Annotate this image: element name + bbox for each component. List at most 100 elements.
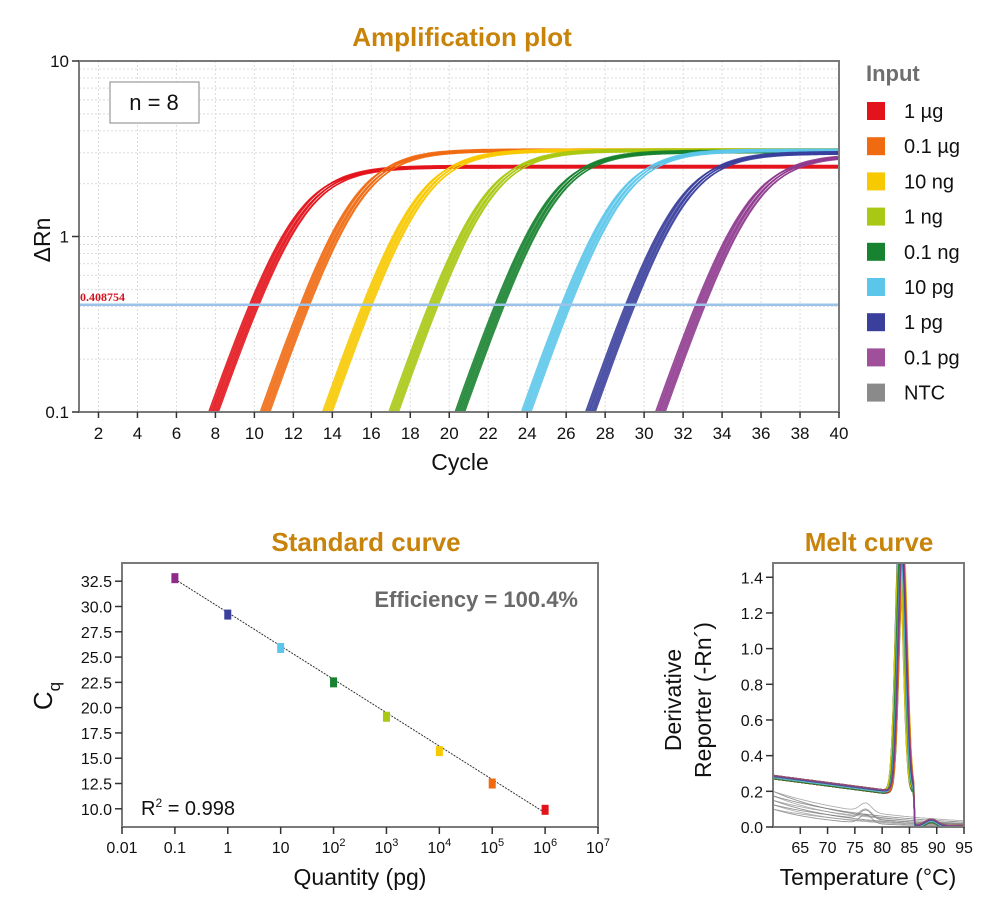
amplification-curve (458, 152, 839, 412)
y-tick-label: 20.0 (81, 701, 112, 718)
amplification-curve (589, 153, 839, 412)
amplification-curve (263, 150, 839, 412)
r-squared-sup: 2 (155, 796, 162, 810)
sample-melt-curve (773, 563, 964, 827)
melt-x-label: Temperature (°C) (780, 864, 957, 890)
amplification-curve (262, 148, 839, 412)
sample-melt-curve (773, 563, 964, 827)
amplification-x-label: Cycle (431, 449, 489, 475)
x-tick-label: 107 (586, 837, 610, 857)
legend-label: NTC (904, 383, 945, 405)
annotation-box (109, 81, 200, 124)
cq-subscript: q (45, 682, 64, 691)
amplification-curve (321, 150, 839, 412)
amplification-title: Amplification plot (352, 22, 572, 52)
sample-melt-curve (773, 563, 964, 827)
standard-frame (121, 562, 599, 828)
sample-melt-curve (773, 563, 964, 827)
y-tick-label: 1.4 (741, 570, 763, 587)
sample-melt-curve (773, 563, 964, 827)
x-tick-label: 65 (791, 840, 809, 857)
legend-swatch (867, 207, 885, 226)
x-tick-label: 14 (323, 424, 342, 443)
x-tick-label: 90 (928, 840, 946, 857)
x-tick-label: 10 (272, 840, 290, 857)
standard-curve-title: Standard curve (271, 527, 460, 557)
sample-melt-curve (773, 563, 964, 827)
tick-exponent: 7 (604, 837, 610, 849)
amplification-curve (530, 149, 839, 412)
melt-x-ticks: 65 70 75 80 85 90 95 (791, 827, 973, 857)
x-tick-label: 26 (557, 424, 576, 443)
standard-y-label: Cq (28, 682, 64, 710)
sample-melt-curve (773, 563, 964, 827)
legend-item: 0.1 µg (867, 136, 960, 158)
sample-melt-curve (773, 563, 964, 827)
sample-melt-curve (773, 563, 964, 827)
standard-x-ticks: 0.01 0.1 1 10 102 103 104 105 106 107 (106, 827, 610, 857)
x-tick-label: 4 (133, 424, 142, 443)
amplification-curve (591, 151, 839, 412)
legend-swatch (867, 242, 885, 261)
x-tick-label: 6 (172, 424, 181, 443)
sample-melt-curve (773, 563, 964, 827)
x-tick-label: 22 (479, 424, 498, 443)
amplification-curve (455, 150, 839, 412)
tick-exponent: 5 (498, 837, 504, 849)
melt-curve-plot: Melt curve 65 70 75 80 85 90 95 0.00.20.40.60.… (660, 527, 973, 890)
x-tick-label: 2 (94, 424, 103, 443)
sample-melt-curve (773, 563, 964, 827)
x-tick-label: 0.1 (164, 840, 186, 857)
y-tick-label: 30.0 (81, 599, 112, 616)
amplification-curve (527, 148, 839, 412)
sample-melt-curve (773, 563, 964, 827)
amplification-curve (388, 150, 839, 412)
amplification-curve (520, 150, 839, 412)
y-tick-label: 15.0 (81, 751, 112, 768)
ntc-melt-curve (773, 808, 964, 827)
legend-label: 1 µg (904, 101, 943, 123)
standard-point (488, 778, 496, 789)
x-tick-label: 104 (427, 837, 451, 857)
tick-base: 0.1 (164, 840, 186, 857)
sample-melt-curve (773, 563, 964, 827)
tick-base: 10 (374, 840, 392, 857)
x-tick-label: 85 (901, 840, 919, 857)
y-tick-label: 1.0 (741, 642, 763, 659)
standard-point (382, 711, 390, 722)
x-tick-label: 103 (374, 837, 398, 857)
legend-swatch (867, 348, 885, 367)
tick-exponent: 6 (551, 837, 557, 849)
y-tick-label: 27.5 (81, 625, 112, 642)
sample-melt-curve (773, 563, 964, 827)
amplification-curve (266, 148, 839, 412)
amplification-curve (661, 156, 839, 412)
y-tick-label: 10 (50, 52, 69, 71)
amplification-curve (461, 149, 839, 412)
amplification-curve (326, 150, 839, 412)
tick-base: 10 (427, 840, 445, 857)
sample-melt-curve (773, 563, 964, 827)
sample-melt-curve (773, 563, 964, 827)
amplification-curve (584, 153, 839, 412)
cq-c: C (28, 691, 58, 710)
x-tick-label: 12 (284, 424, 303, 443)
sample-melt-curve (773, 563, 964, 827)
sample-melt-curve (773, 563, 964, 827)
x-tick-label: 75 (846, 840, 864, 857)
sample-melt-curve (773, 563, 964, 827)
y-tick-label: 12.5 (81, 777, 112, 794)
x-tick-label: 32 (674, 424, 693, 443)
legend-swatch (867, 102, 885, 120)
sample-melt-curve (773, 563, 964, 827)
sample-melt-curve (773, 563, 964, 827)
standard-point (541, 804, 549, 815)
amplification-curve (457, 149, 839, 412)
amplification-curve (659, 158, 839, 412)
amplification-curve (389, 149, 839, 412)
amplification-curve (216, 167, 839, 412)
tick-base: 10 (586, 840, 604, 857)
sample-melt-curve (773, 563, 964, 827)
melt-y-label-line1: Derivative (660, 649, 686, 751)
